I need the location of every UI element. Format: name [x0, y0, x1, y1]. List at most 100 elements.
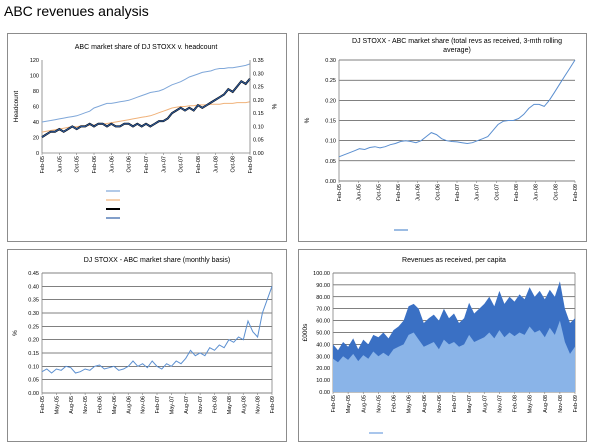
line-series-0	[338, 59, 576, 158]
y-tick-label: 0.05	[28, 378, 39, 384]
x-tick-label: Feb-05	[331, 395, 337, 412]
x-tick-label: May-06	[112, 396, 118, 414]
y-tick-label: 50.00	[316, 331, 330, 337]
y2-tick-label: 0.20	[253, 98, 264, 104]
y-tick-label: 0.30	[325, 58, 336, 64]
y-tick-label: 0.40	[28, 284, 39, 290]
x-tick-label: Aug-08	[241, 396, 247, 414]
y-tick-label: 0.20	[325, 98, 336, 104]
chart-panel-revenues-per-capita: Revenues as received, per capita 0.00 10.0…	[298, 249, 587, 442]
y-tick-label: 40.00	[316, 342, 330, 348]
x-tick-label: Feb-08	[514, 184, 520, 201]
y-tick-label: 0.05	[325, 159, 336, 165]
chart-headcount-svg: ABC market share of DJ STOXX v. headcoun…	[13, 44, 277, 219]
x-tick-label: May-07	[169, 396, 175, 414]
x-tick-label: Oct-06	[127, 156, 133, 173]
x-tick-label: Jun-08	[213, 156, 219, 173]
x-tick-label: Jun-08	[534, 184, 540, 201]
y2-tick-label: 0.30	[253, 71, 264, 77]
chart-panel-market-share-monthly: DJ STOXX - ABC market share (monthly bas…	[7, 249, 287, 442]
x-tick-label: May-08	[528, 395, 534, 413]
y-tick-label: 120	[30, 58, 39, 64]
x-tick-label: Nov-08	[256, 396, 262, 414]
y-tick-label: 80	[33, 89, 39, 95]
x-tick-label: Jun-07	[475, 184, 481, 201]
x-tick-label: Nov-07	[497, 395, 503, 413]
y-tick-label: 80.00	[316, 295, 330, 301]
x-tick-label: Feb-06	[98, 396, 104, 413]
y-tick-label: 20.00	[316, 366, 330, 372]
chart-title: ABC market share of DJ STOXX v. headcoun…	[75, 44, 218, 51]
chart-title: Revenues as received, per capita	[402, 257, 506, 264]
x-tick-label: Feb-05	[40, 396, 46, 413]
chart-panel-market-share-rolling: DJ STOXX - ABC market share (total revs …	[298, 33, 587, 242]
y-tick-label: 0.25	[28, 324, 39, 330]
x-tick-label: Feb-08	[196, 156, 202, 173]
y-tick-label: 0.00	[325, 179, 336, 185]
x-tick-label: Feb-09	[573, 184, 579, 201]
x-tick-label: Feb-06	[92, 156, 98, 173]
x-tick-label: Feb-05	[337, 184, 343, 201]
line-series-3	[41, 78, 251, 138]
x-tick-label: Feb-09	[573, 395, 579, 412]
x-tick-label: Nov-06	[437, 395, 443, 413]
chart-title: DJ STOXX - ABC market share (monthly bas…	[84, 257, 231, 264]
y-axis-label: %	[12, 330, 19, 336]
y-axis-label: Headcount	[13, 91, 20, 123]
x-tick-label: Aug-07	[482, 395, 488, 413]
x-tick-label: Feb-07	[144, 156, 150, 173]
x-tick-label: Nov-05	[376, 395, 382, 413]
y-axis-label: £000s	[302, 323, 309, 341]
y-tick-label: 60	[33, 105, 39, 111]
y2-tick-label: 0.05	[253, 138, 264, 144]
x-tick-label: May-06	[407, 395, 413, 413]
y-tick-label: 100	[30, 74, 39, 80]
y2-axis-label: %	[270, 104, 277, 110]
y-tick-label: 100.00	[313, 271, 330, 277]
y-tick-label: 0.00	[319, 390, 330, 396]
line-series-1	[41, 101, 251, 133]
x-tick-label: Oct-05	[75, 156, 81, 173]
y-axis-label: %	[304, 117, 311, 123]
y-tick-label: 40	[33, 120, 39, 126]
line-series-2	[41, 77, 251, 138]
x-tick-label: Oct-07	[494, 184, 500, 201]
y2-tick-label: 0.25	[253, 85, 264, 91]
x-tick-label: Nov-08	[558, 395, 564, 413]
y-tick-label: 70.00	[316, 307, 330, 313]
y-tick-label: 60.00	[316, 319, 330, 325]
chart-market-share-rolling-svg: DJ STOXX - ABC market share (total revs …	[304, 38, 579, 231]
x-tick-label: Aug-06	[422, 395, 428, 413]
x-tick-label: Feb-07	[455, 184, 461, 201]
chart-panel-headcount: ABC market share of DJ STOXX v. headcoun…	[7, 33, 287, 242]
x-tick-label: Feb-07	[155, 396, 161, 413]
x-tick-label: Aug-05	[69, 396, 75, 414]
x-tick-label: Oct-05	[376, 184, 382, 201]
y-tick-label: 10.00	[316, 378, 330, 384]
y-tick-label: 0.00	[28, 391, 39, 397]
y2-tick-label: 0.00	[253, 151, 264, 157]
y-tick-label: 30.00	[316, 354, 330, 360]
page-title: ABC revenues analysis	[4, 3, 149, 19]
x-tick-label: May-05	[54, 396, 60, 414]
x-tick-label: Oct-08	[231, 156, 237, 173]
y2-tick-label: 0.35	[253, 58, 264, 64]
y-tick-label: 0.25	[325, 78, 336, 84]
line-series-0	[41, 63, 251, 123]
x-tick-label: Feb-07	[452, 395, 458, 412]
line-series-0	[41, 286, 273, 374]
y-tick-label: 90.00	[316, 283, 330, 289]
x-tick-label: Nov-06	[141, 396, 147, 414]
y-tick-label: 0.10	[325, 139, 336, 145]
x-tick-label: Nov-05	[83, 396, 89, 414]
x-tick-label: Feb-05	[40, 156, 46, 173]
x-tick-label: Feb-06	[392, 395, 398, 412]
x-tick-label: Aug-07	[184, 396, 190, 414]
x-tick-label: Jun-05	[57, 156, 63, 173]
x-tick-label: Feb-06	[396, 184, 402, 201]
x-tick-label: Feb-09	[248, 156, 254, 173]
y-tick-label: 0	[36, 151, 39, 157]
y-tick-label: 0.45	[28, 271, 39, 277]
y-tick-label: 0.15	[325, 119, 336, 125]
y2-tick-label: 0.10	[253, 124, 264, 130]
